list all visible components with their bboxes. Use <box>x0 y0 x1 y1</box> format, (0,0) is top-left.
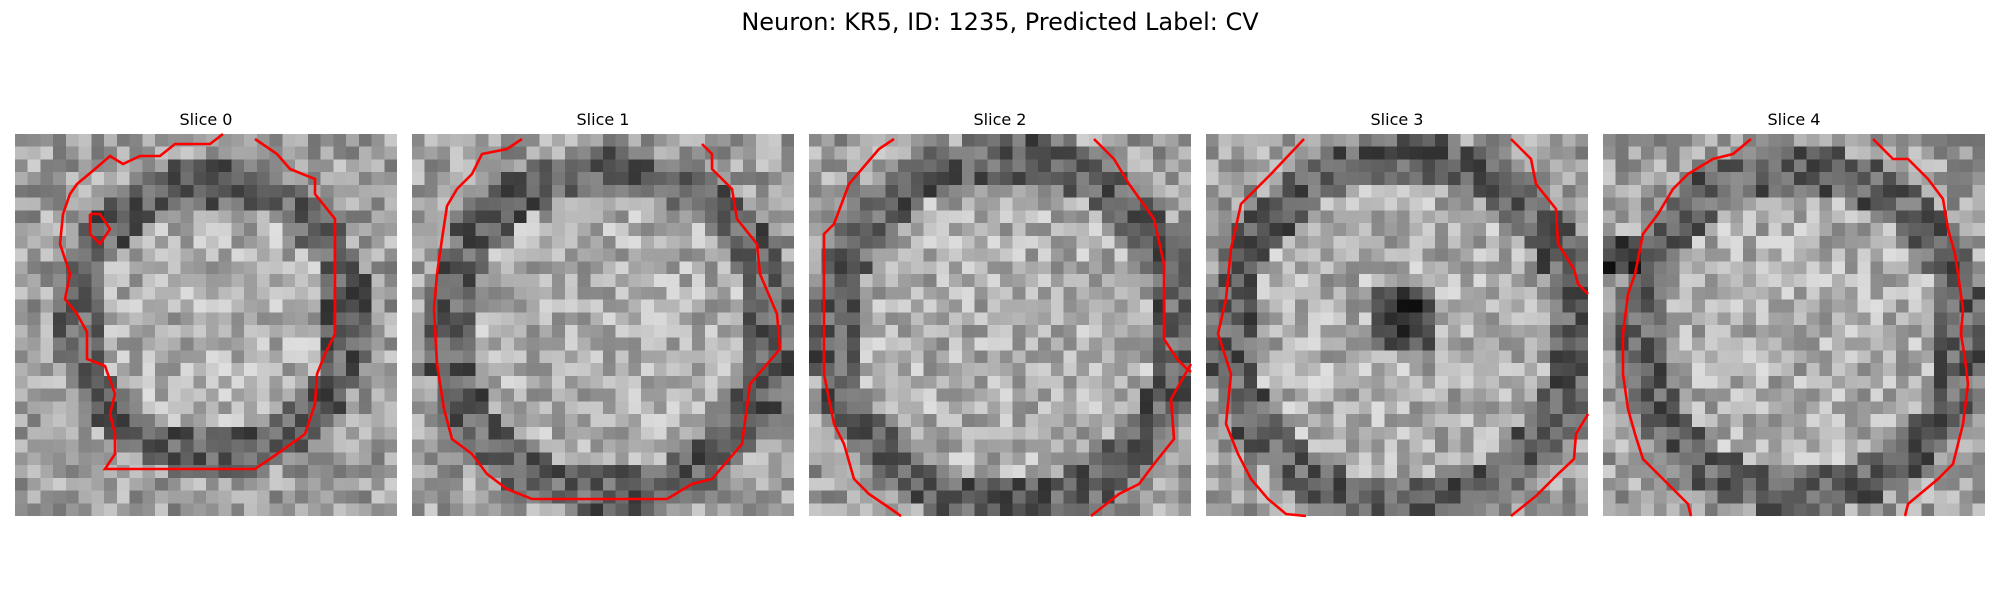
slice-title-0: Slice 0 <box>179 110 233 129</box>
figure-title: Neuron: KR5, ID: 1235, Predicted Label: … <box>741 8 1259 36</box>
slice-panel-4: Slice 4 <box>1603 110 1985 524</box>
slice-panel-3: Slice 3 <box>1206 110 1590 524</box>
slice-image-1 <box>412 134 794 516</box>
slice-title-1: Slice 1 <box>576 110 630 129</box>
slice-image-4 <box>1603 134 1985 516</box>
slice-title-3: Slice 3 <box>1370 110 1424 129</box>
slice-panel-0: Slice 0 <box>15 110 397 524</box>
slice-panel-2: Slice 2 <box>809 110 1193 524</box>
slice-panel-1: Slice 1 <box>412 110 794 524</box>
slice-title-4: Slice 4 <box>1767 110 1821 129</box>
slice-image-3 <box>1206 134 1588 516</box>
slice-image-0 <box>15 134 397 516</box>
slice-title-2: Slice 2 <box>973 110 1027 129</box>
slice-image-2 <box>809 134 1191 516</box>
